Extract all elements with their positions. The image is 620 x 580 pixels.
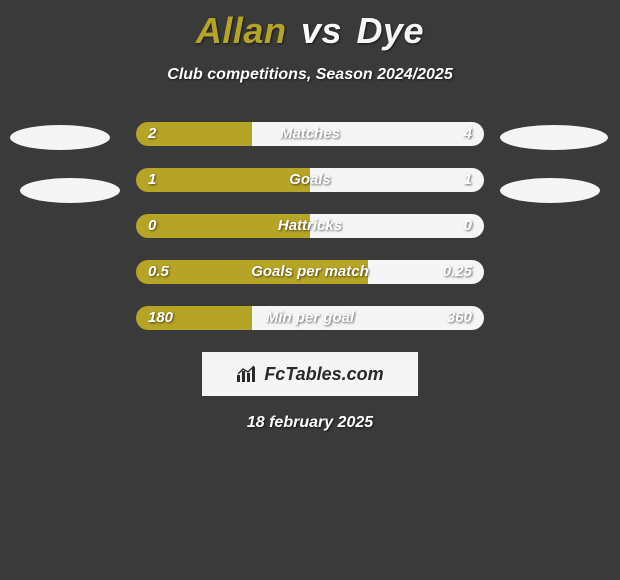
side-ellipse <box>500 178 600 203</box>
date-label: 18 february 2025 <box>0 414 620 432</box>
side-ellipse <box>10 125 110 150</box>
title-player2: Dye <box>357 10 425 51</box>
title-vs: vs <box>301 10 342 51</box>
comparison-chart: 24Matches 11Goals 00Hattricks 0.50.25Goals … <box>0 122 620 330</box>
title-player1: Allan <box>196 10 287 51</box>
side-ellipse <box>500 125 608 150</box>
bar-label: Min per goal <box>136 306 484 330</box>
bar-rows: 24Matches 11Goals 00Hattricks 0.50.25Goals … <box>136 122 484 330</box>
bar-label: Hattricks <box>136 214 484 238</box>
bar-row: 11Goals <box>136 168 484 192</box>
page-title: Allan vs Dye <box>0 0 620 52</box>
infographic-container: Allan vs Dye Club competitions, Season 2… <box>0 0 620 580</box>
bar-row: 24Matches <box>136 122 484 146</box>
bar-chart-icon <box>236 365 258 383</box>
bar-label: Matches <box>136 122 484 146</box>
bar-row: 00Hattricks <box>136 214 484 238</box>
branding-badge: FcTables.com <box>202 352 418 396</box>
bar-row: 0.50.25Goals per match <box>136 260 484 284</box>
bar-label: Goals per match <box>136 260 484 284</box>
bar-row: 180360Min per goal <box>136 306 484 330</box>
branding-text: FcTables.com <box>264 364 383 385</box>
side-ellipse <box>20 178 120 203</box>
subtitle: Club competitions, Season 2024/2025 <box>0 66 620 84</box>
bar-label: Goals <box>136 168 484 192</box>
